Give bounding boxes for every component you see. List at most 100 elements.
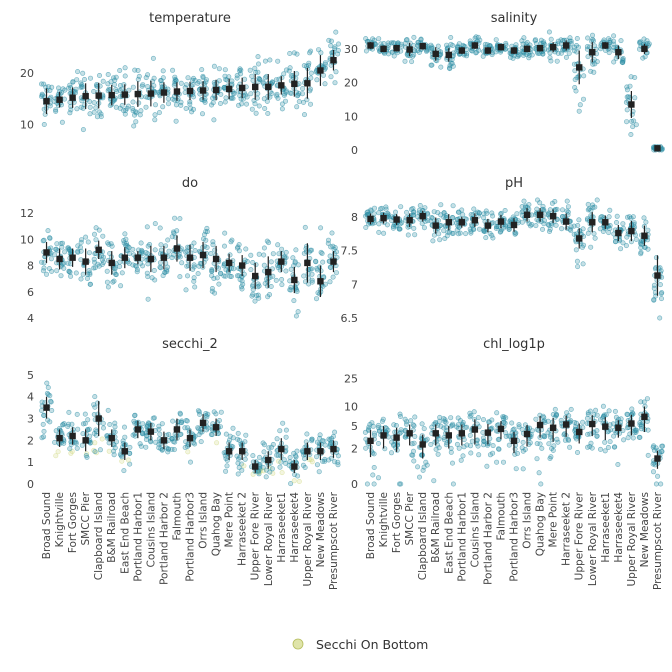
data-point	[548, 36, 554, 42]
data-point	[547, 50, 553, 56]
data-point	[139, 83, 145, 89]
data-point	[302, 464, 308, 470]
data-point	[200, 73, 206, 79]
data-point	[607, 439, 613, 445]
data-point	[143, 75, 149, 81]
data-point	[132, 413, 138, 419]
data-point	[281, 92, 287, 98]
data-point	[99, 257, 105, 263]
data-point	[421, 426, 427, 432]
data-point	[607, 207, 613, 213]
data-point	[516, 52, 522, 58]
data-point	[483, 235, 489, 241]
mean-marker	[147, 428, 155, 435]
data-point	[260, 79, 266, 85]
data-point	[210, 242, 216, 248]
mean-marker	[589, 49, 596, 56]
data-point	[432, 439, 438, 445]
mean-marker	[458, 47, 466, 54]
x-tick-label: Falmouth	[172, 492, 184, 541]
data-point	[388, 450, 394, 456]
data-point	[398, 204, 404, 210]
data-point	[316, 469, 322, 475]
mean-marker	[536, 44, 544, 52]
data-point	[253, 110, 259, 116]
data-point	[606, 214, 612, 220]
data-point	[429, 44, 435, 50]
data-point	[80, 127, 86, 133]
data-point	[75, 243, 81, 249]
data-point	[222, 99, 228, 105]
data-point	[170, 252, 176, 258]
data-point	[547, 455, 553, 461]
data-point	[644, 38, 650, 44]
data-point	[494, 459, 500, 465]
mean-marker	[186, 434, 194, 442]
x-tick-label: Orrs Island	[198, 492, 210, 549]
data-point	[566, 437, 572, 443]
data-point	[250, 453, 256, 459]
data-point	[93, 237, 99, 243]
mean-marker	[549, 43, 557, 51]
data-point	[78, 248, 84, 254]
data-point	[52, 439, 58, 445]
data-point	[643, 219, 649, 225]
data-point	[138, 108, 144, 114]
data-point	[314, 462, 320, 468]
y-tick-label: 10	[344, 401, 358, 414]
mean-marker	[291, 80, 298, 88]
data-point	[192, 284, 198, 290]
mean-marker	[497, 218, 505, 225]
mean-marker	[199, 87, 207, 94]
data-point	[158, 242, 164, 248]
data-point	[79, 442, 85, 448]
data-point	[402, 58, 408, 64]
data-point	[61, 421, 67, 427]
data-point	[97, 447, 103, 453]
data-point	[333, 69, 339, 75]
data-point	[221, 273, 227, 279]
data-point	[442, 236, 448, 242]
data-point	[421, 225, 427, 231]
data-point	[308, 70, 314, 76]
data-point	[104, 268, 110, 274]
data-point	[572, 68, 578, 74]
data-point	[435, 451, 441, 457]
data-point	[274, 436, 280, 442]
data-point	[53, 453, 59, 459]
data-point	[82, 411, 88, 417]
y-tick-label: 5	[351, 420, 358, 433]
data-point	[158, 265, 164, 271]
y-tick-label: 3	[27, 413, 34, 426]
mean-marker	[108, 91, 115, 99]
mean-marker	[549, 212, 557, 220]
data-point	[275, 242, 281, 248]
data-point	[208, 251, 214, 257]
data-point	[606, 230, 612, 236]
mean-marker	[160, 437, 168, 444]
data-point	[140, 263, 146, 269]
data-point	[618, 246, 624, 252]
mean-marker	[317, 448, 324, 455]
data-point	[397, 411, 403, 417]
data-point	[218, 101, 224, 107]
data-point	[231, 266, 237, 272]
mean-marker	[265, 268, 272, 276]
data-point	[317, 435, 323, 441]
data-point	[66, 421, 72, 427]
data-point	[172, 74, 178, 80]
data-point	[519, 426, 525, 432]
x-tick-label: Fort Gorges	[67, 492, 79, 553]
data-point	[295, 309, 301, 315]
data-point	[450, 215, 456, 221]
data-point	[45, 228, 51, 234]
data-point	[255, 69, 261, 75]
mean-marker	[278, 445, 285, 453]
data-point	[573, 420, 579, 426]
data-point	[222, 243, 228, 249]
data-point	[104, 279, 110, 285]
data-point	[584, 46, 590, 52]
data-point	[224, 463, 230, 469]
data-point	[371, 464, 377, 470]
data-point	[293, 454, 299, 460]
